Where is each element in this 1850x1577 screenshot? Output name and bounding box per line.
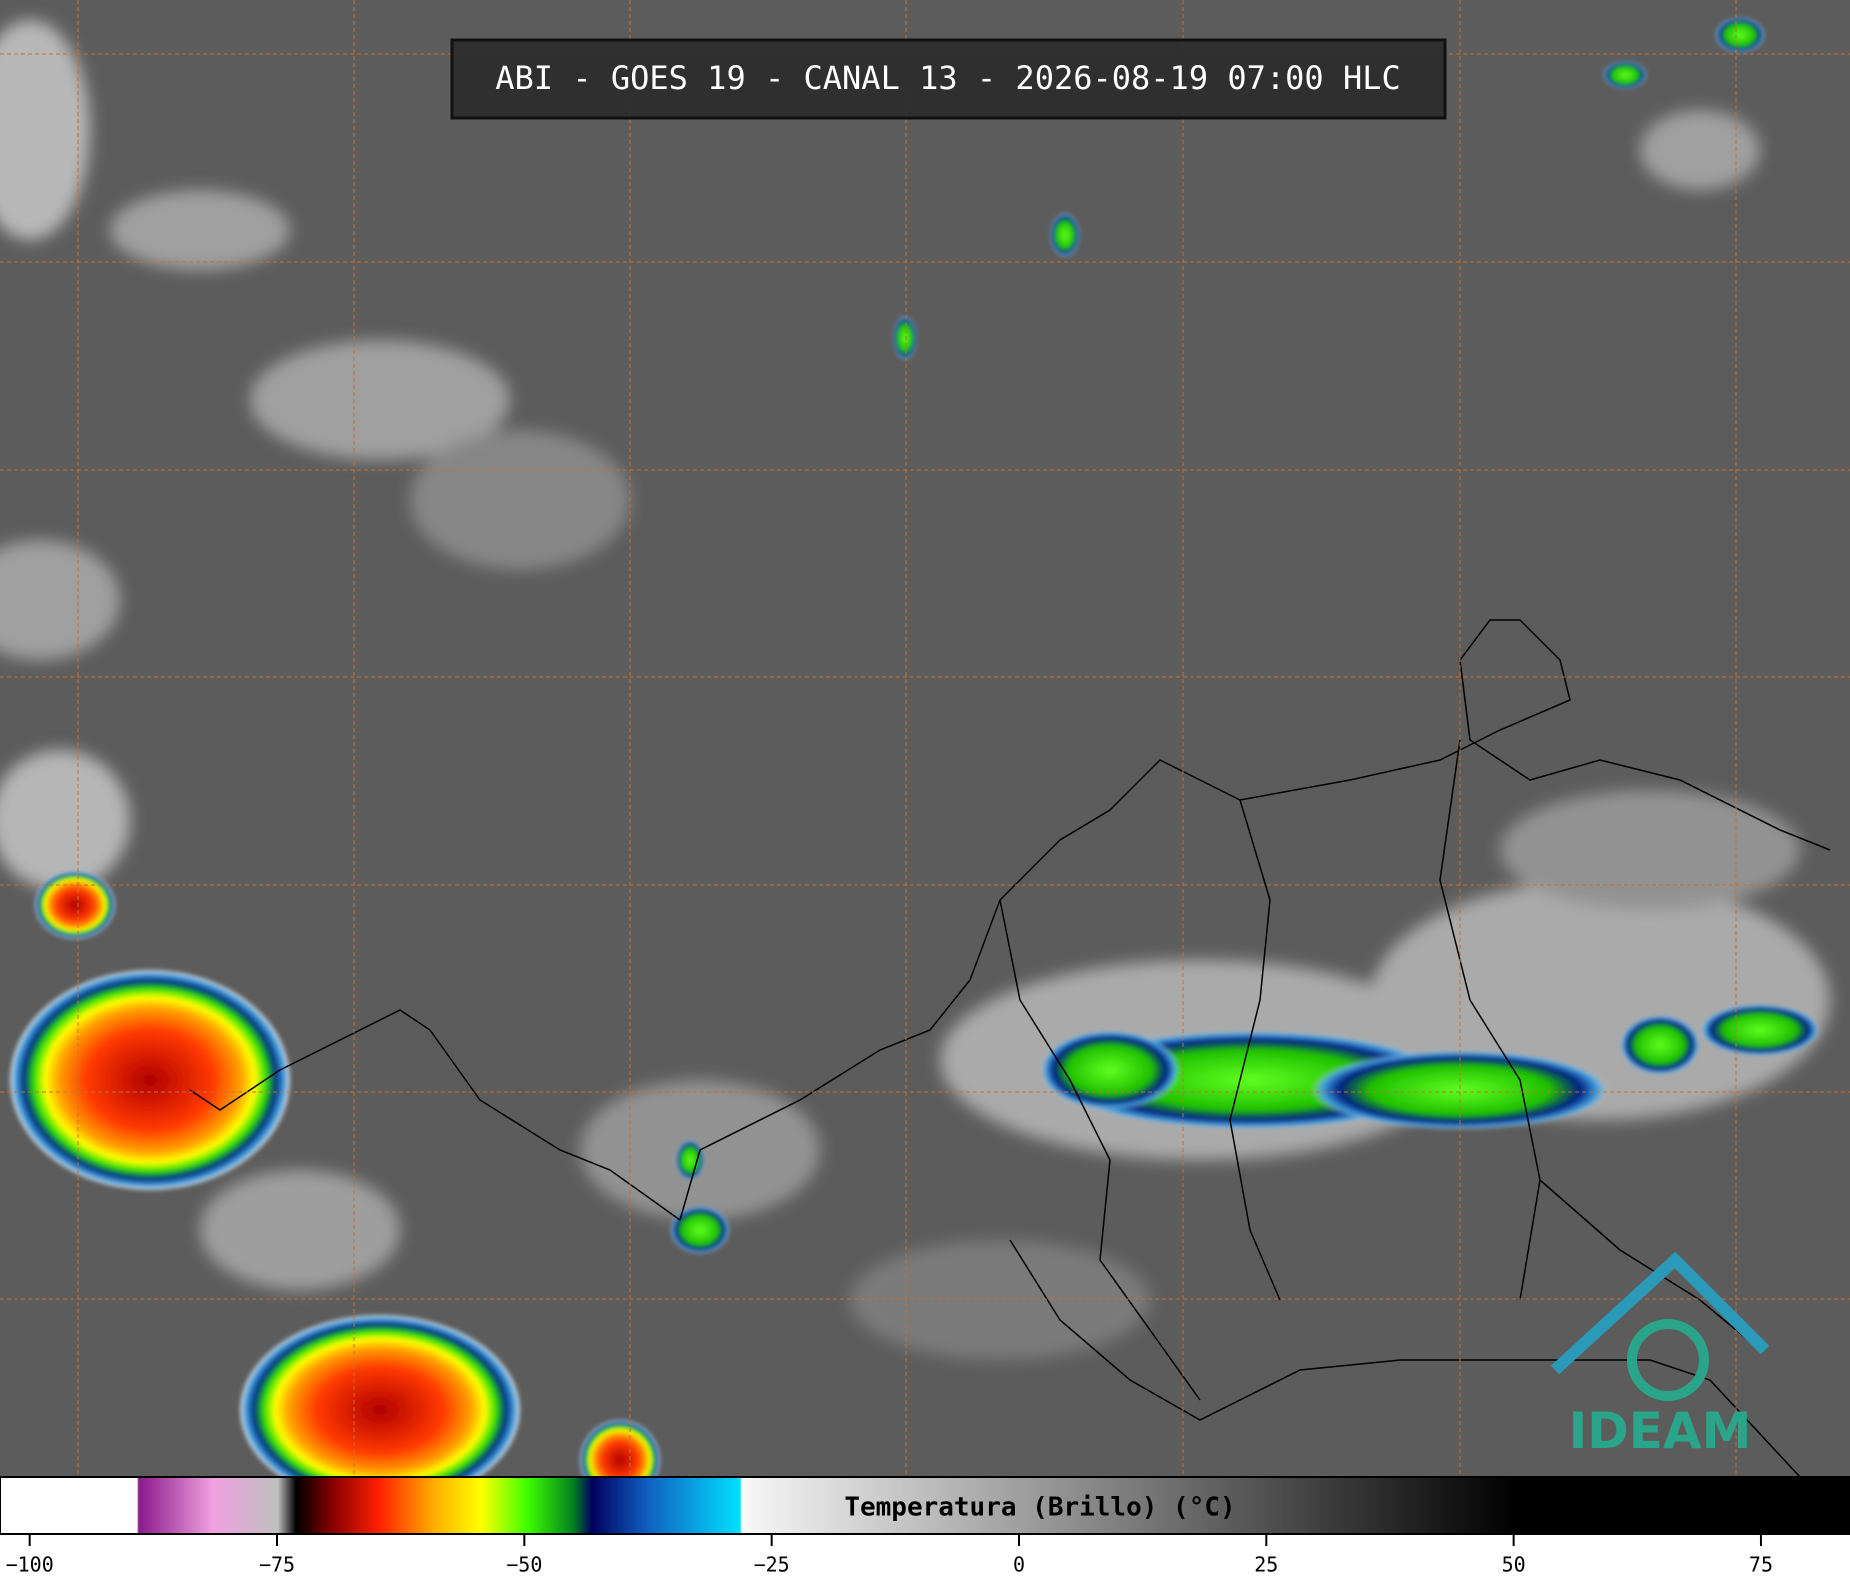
convection-band (670, 17, 1820, 1254)
colorbar-tick-label: 0 (1013, 1553, 1025, 1577)
colorbar-label: Temperatura (Brillo) (°C) (844, 1493, 1235, 1523)
title: ABI - GOES 19 - CANAL 13 - 2026-08-19 07… (495, 59, 1400, 97)
colorbar-tick-label: 25 (1254, 1553, 1278, 1577)
colorbar-tick-label: −25 (754, 1553, 790, 1577)
colorbar-tick-label: 50 (1502, 1553, 1526, 1577)
colorbar-tick-label: 75 (1749, 1553, 1773, 1577)
graticule (0, 0, 1850, 1477)
title-box: ABI - GOES 19 - CANAL 13 - 2026-08-19 07… (450, 38, 1447, 120)
logo-text: IDEAM (1569, 1402, 1752, 1460)
map (0, 0, 1850, 1505)
colorbar: Temperatura (Brillo) (°C) (0, 1476, 1850, 1535)
colorbar-tick-label: −50 (506, 1553, 542, 1577)
storm-cells (10, 871, 660, 1505)
borders (189, 619, 1831, 1478)
logo: IDEAM (1550, 1251, 1770, 1460)
colorbar-tick-label: −75 (259, 1553, 295, 1577)
colorbar-tick-label: −100 (6, 1553, 54, 1577)
